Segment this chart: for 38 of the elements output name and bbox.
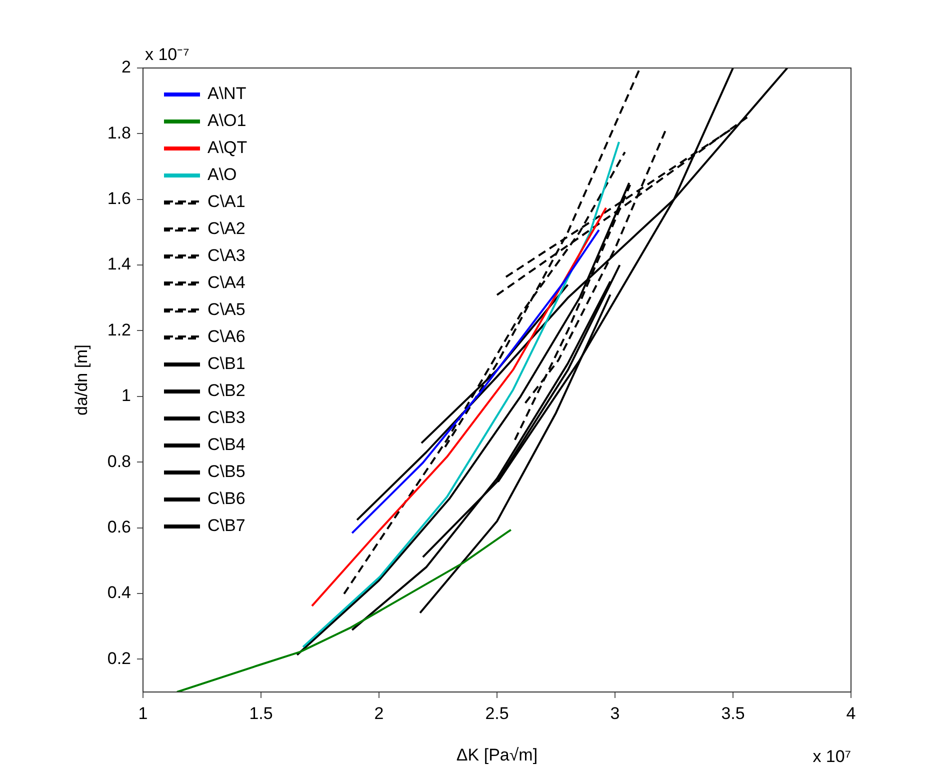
y-tick-label: 1.6 [107, 189, 131, 208]
y-tick-label: 0.6 [107, 517, 131, 536]
text: x 10⁻⁷ [145, 45, 190, 64]
legend-label: A\QT [208, 138, 248, 158]
legend-label: C\B5 [208, 462, 246, 482]
x-tick-label: 3.5 [721, 704, 745, 723]
y-tick-label: 2 [122, 58, 131, 77]
legend-label: C\A2 [208, 219, 246, 238]
y-tick-label: 0.8 [107, 452, 131, 471]
x-axis-title: ΔK [Pa√m] [456, 745, 538, 764]
legend-label: C\B3 [208, 408, 246, 428]
legend-label: C\B2 [208, 381, 246, 400]
y-tick-label: 1 [122, 386, 131, 406]
x-tick-label: 2 [374, 704, 384, 723]
x-tick-label: 1 [138, 704, 148, 723]
legend-label: C\A3 [208, 246, 246, 266]
y-axis-title: da/dn [m] [72, 344, 91, 416]
legend-label: C\A6 [208, 327, 246, 346]
x-tick-label: 2.5 [485, 704, 509, 723]
x-tick-label: 1.5 [249, 704, 273, 723]
legend-label: A\O [208, 165, 237, 184]
y-tick-label: 0.2 [107, 648, 131, 668]
legend-label: A\O1 [208, 111, 246, 130]
text: x 10⁷ [812, 747, 851, 766]
legend-label: C\A4 [208, 273, 246, 292]
legend-label: A\NT [208, 84, 246, 104]
legend-label: C\A5 [208, 300, 246, 320]
y-tick-label: 0.4 [107, 583, 131, 602]
legend-label: C\B7 [208, 516, 246, 536]
legend-label: C\B4 [208, 435, 246, 454]
y-tick-label: 1.2 [107, 320, 131, 340]
x-tick-label: 3 [610, 704, 620, 723]
legend-label: C\B1 [208, 354, 246, 374]
x-tick-label: 4 [846, 704, 856, 723]
legend-label: C\B6 [208, 489, 246, 508]
y-tick-label: 1.4 [107, 254, 131, 274]
y-tick-label: 1.8 [107, 123, 131, 142]
legend-label: C\A1 [208, 192, 246, 212]
